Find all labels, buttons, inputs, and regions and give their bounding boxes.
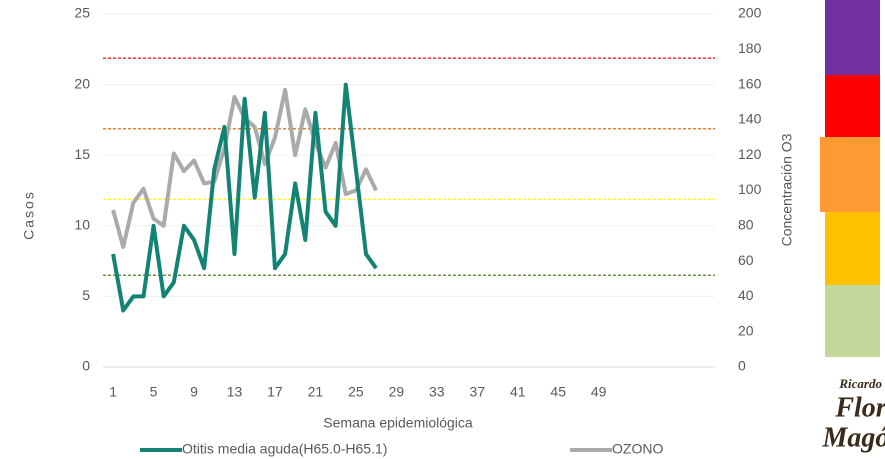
logo-text: Ricardo: [838, 376, 882, 391]
band-orange: [820, 137, 880, 212]
x-tick-label: 17: [267, 384, 283, 400]
legend-label: Otitis media aguda(H65.0-H65.1): [182, 441, 387, 457]
y2-tick-label: 0: [738, 358, 746, 374]
x-tick-label: 13: [227, 384, 243, 400]
y-tick-label: 15: [74, 146, 90, 162]
x-tick-label: 29: [389, 384, 405, 400]
y-axis-label: Casos: [21, 190, 37, 240]
x-tick-label: 37: [469, 384, 485, 400]
y-tick-label: 20: [74, 75, 90, 91]
y-tick-label: 5: [82, 287, 90, 303]
y2-tick-label: 160: [738, 75, 762, 91]
x-tick-label: 45: [550, 384, 566, 400]
x-tick-label: 33: [429, 384, 445, 400]
x-tick-label: 41: [510, 384, 526, 400]
x-tick-label: 9: [190, 384, 198, 400]
y2-tick-label: 200: [738, 5, 762, 21]
y-tick-label: 10: [74, 217, 90, 233]
y2-tick-label: 80: [738, 217, 754, 233]
logo-text: Magón: [822, 422, 885, 453]
y2-tick-label: 40: [738, 287, 754, 303]
x-axis-label: Semana epidemiológica: [323, 415, 473, 431]
y2-tick-label: 100: [738, 181, 762, 197]
series-line: [111, 82, 378, 313]
y2-tick-label: 60: [738, 252, 754, 268]
x-tick-label: 1: [109, 384, 117, 400]
logo: Ricardo Flores Magón: [822, 376, 885, 453]
x-tick-label: 5: [150, 384, 158, 400]
y-tick-label: 25: [74, 5, 90, 21]
y-tick-label: 0: [82, 358, 90, 374]
band-green: [825, 285, 880, 357]
y2-axis-label: Concentración O3: [779, 133, 795, 246]
band-yellow: [825, 212, 880, 285]
x-tick-label: 25: [348, 384, 364, 400]
y2-tick-label: 120: [738, 146, 762, 162]
y2-tick-label: 180: [738, 40, 762, 56]
y2-tick-label: 20: [738, 322, 754, 338]
logo-text: Flores: [834, 392, 885, 423]
x-tick-label: 21: [308, 384, 324, 400]
x-tick-label: 49: [591, 384, 607, 400]
legend-label: OZONO: [612, 441, 663, 457]
band-purple: [825, 0, 880, 75]
band-red: [825, 75, 880, 137]
y2-tick-label: 140: [738, 111, 762, 127]
